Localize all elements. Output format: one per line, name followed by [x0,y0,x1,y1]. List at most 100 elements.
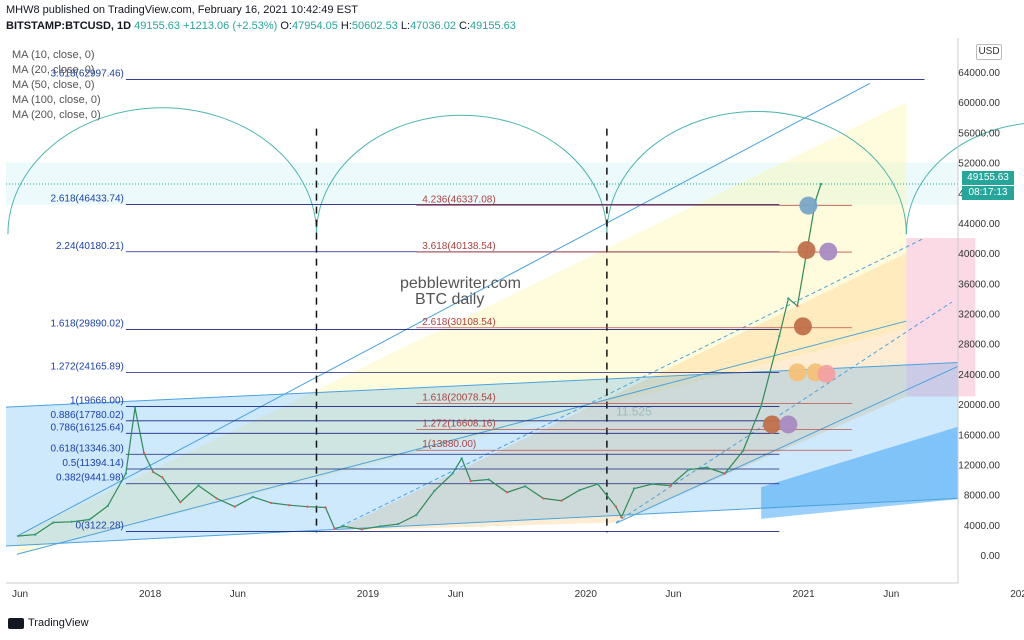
channel-orange-fill [334,253,907,531]
currency-button[interactable]: USD [976,44,1002,60]
fib-mid-label: 2.618(30108.54) [422,317,495,328]
price-tick-label: 32000.00 [958,310,1000,321]
price-target-marker[interactable] [819,242,838,261]
fib-level-label: 0(3122.28) [76,520,124,531]
fib-level-label: 3.618(62997.46) [50,69,123,80]
price-point [542,497,545,500]
fib-level-label: 2.618(46433.74) [50,194,123,205]
price-point [487,478,491,481]
time-tick-label: 2019 [357,589,380,600]
fib-mid-label: 1.272(16608.16) [422,419,495,430]
price-point [70,520,73,523]
price-tick-label: 0.00 [981,551,1001,562]
price-point [151,470,155,474]
price-tick-label: 60000.00 [958,98,1000,109]
price-tick-label: 16000.00 [958,430,1000,441]
open-value: 47954.05 [291,20,338,32]
price-target-marker[interactable] [763,415,782,434]
moving-average-legend: MA (10, close, 0) MA (20, close, 0) MA (… [12,48,101,123]
price-point [787,297,790,300]
fib-mid-label: 3.618(40138.54) [422,241,495,252]
fib-level-label: 2.24(40180.21) [56,241,124,252]
price-point [778,334,781,338]
fib-mid-label: 4.236(46337.08) [422,194,495,205]
symbol-name[interactable]: BITSTAMP:BTCUSD, 1D [6,20,132,32]
price-point [269,501,273,505]
time-tick-label: Jun [448,589,464,600]
price-target-marker[interactable] [817,364,836,383]
price-point [620,516,623,519]
footer-brand[interactable]: TradingView [8,617,89,629]
projection-pink-fill [906,238,976,397]
price-point [306,505,309,508]
channel-yellow-fill [17,102,907,555]
price-target-marker[interactable] [797,241,816,260]
fib-level-label: 0.618(13346.30) [50,443,123,454]
price-point [505,491,509,494]
ma-legend-item[interactable]: MA (50, close, 0) [12,79,95,91]
close-label: C: [459,20,471,32]
price-point [33,533,37,536]
price-tick-label: 36000.00 [958,279,1000,290]
price-tick-label: 44000.00 [958,219,1000,230]
price-change: +1213.06 (+2.53%) [183,20,278,32]
price-tick-label: 8000.00 [964,491,1001,502]
price-target-marker[interactable] [779,415,798,434]
price-point [469,479,472,483]
time-tick-label: Jun [665,589,681,600]
watermark-subtitle: BTC daily [415,291,484,308]
price-tick-label: 12000.00 [958,460,1000,471]
price-tick-label: 4000.00 [964,521,1001,532]
time-tick-label: 2022 [1010,589,1024,600]
low-value: 47036.02 [410,20,456,32]
price-point [215,497,218,500]
time-tick-label: 2021 [792,589,815,600]
ma-legend-item[interactable]: MA (200, close, 0) [12,109,101,121]
cycle-arc [606,111,907,235]
price-point [360,528,364,531]
price-point [142,451,146,455]
price-point [651,482,654,486]
fib-level-label: 0.886(17780.02) [50,410,123,421]
price-target-marker[interactable] [788,363,807,382]
price-tick-label: 40000.00 [958,249,1000,260]
fib-level-label: 0.5(11394.14) [62,458,124,469]
price-point [396,522,400,526]
price-point [179,500,182,504]
price-point [596,482,599,486]
channel-dashed-line [334,237,925,530]
ma-legend-item[interactable]: MA (100, close, 0) [12,94,101,106]
time-tick-label: 2020 [575,589,598,600]
price-target-marker[interactable] [793,317,812,336]
channel-lower-line [615,365,959,524]
time-tick-label: Jun [12,589,28,600]
last-price: 49155.63 [134,20,181,32]
fib-level-label: 1.272(24165.89) [50,362,123,373]
price-point [106,504,109,508]
watermark-site: pebblewriter.com [400,275,521,292]
channel-dashed-line-2 [615,301,952,523]
price-point [524,485,527,488]
price-point [133,406,137,410]
price-point [415,513,418,517]
symbol-info-line: BITSTAMP:BTCUSD, 1D 49155.63 +1213.06 (+… [6,20,516,32]
blue-channel-bottom [5,497,959,547]
price-point [378,525,382,528]
time-tick-label: Jun [230,589,246,600]
close-value: 49155.63 [470,20,516,32]
ma-legend-item[interactable]: MA (10, close, 0) [12,49,95,61]
ma-legend-item[interactable]: MA (20, close, 0) [12,64,95,76]
footer-brand-label: TradingView [28,617,89,629]
price-point [460,457,463,460]
price-chart[interactable]: 3.618(62997.46) 2.618(46433.74) 2.24(40180… [0,38,1024,610]
price-point [723,472,727,475]
price-point [433,489,436,493]
price-target-marker[interactable] [799,196,818,215]
cycle-arc [7,107,317,235]
price-point [819,182,823,186]
price-point [741,449,745,453]
price-point [578,488,581,492]
price-point [560,499,563,502]
cycle-zone-fill [6,162,958,205]
high-label: H: [340,20,352,32]
